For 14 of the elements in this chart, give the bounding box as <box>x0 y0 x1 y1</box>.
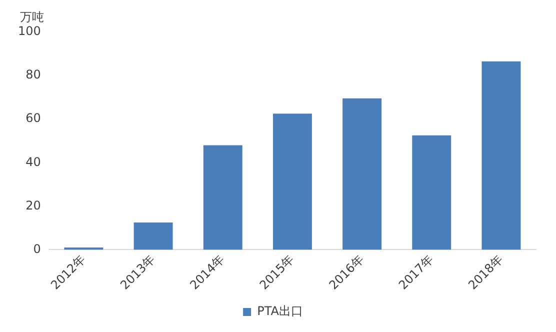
bar <box>134 222 173 250</box>
y-tick-label: 60 <box>26 111 41 126</box>
y-tick-label: 0 <box>33 242 41 256</box>
y-tick-label: 100 <box>18 24 41 38</box>
bar <box>482 61 521 250</box>
bar <box>203 145 242 250</box>
y-tick-label: 40 <box>26 154 41 169</box>
legend-label: PTA出口 <box>257 304 303 318</box>
y-tick-label: 80 <box>26 68 41 82</box>
bar <box>412 135 452 250</box>
y-tick-label: 20 <box>26 198 41 212</box>
y-axis-title: 万吨 <box>20 10 44 24</box>
bar <box>272 114 312 250</box>
bar <box>342 98 382 250</box>
